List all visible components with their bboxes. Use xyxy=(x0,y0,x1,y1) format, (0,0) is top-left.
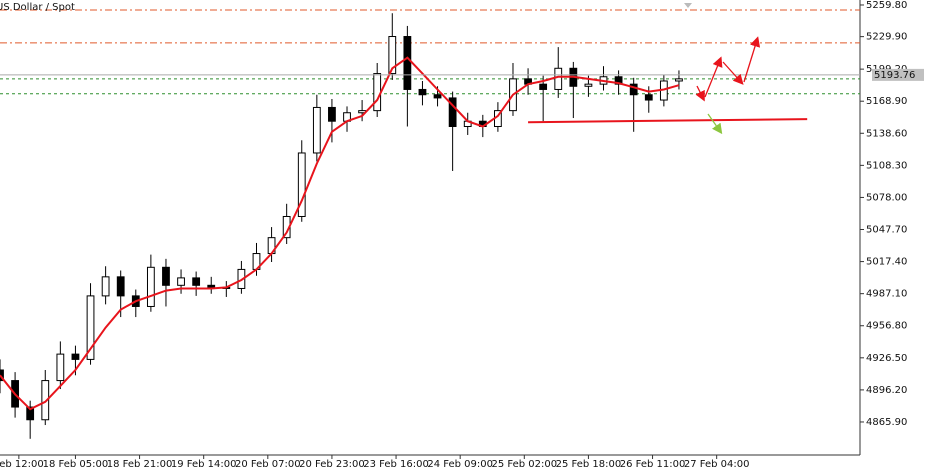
candle-body xyxy=(26,406,35,421)
y-tick-label: 5047.70 xyxy=(866,225,907,236)
y-tick-label: 4956.80 xyxy=(866,321,907,332)
y-tick-label: 5168.90 xyxy=(866,96,907,107)
candle-body xyxy=(312,106,321,154)
x-tick-label: 25 Feb 18:00 xyxy=(556,459,622,470)
y-tick-label: 5078.00 xyxy=(866,192,907,203)
last-price-label: 5193.76 xyxy=(874,70,915,81)
chart-title: US Dollar / Spot xyxy=(0,2,75,13)
candle-body xyxy=(403,36,412,90)
candle-body xyxy=(146,266,155,307)
candle-body xyxy=(539,83,548,90)
scroll-marker xyxy=(684,3,692,8)
trendline xyxy=(528,118,808,124)
last-price-box xyxy=(872,68,924,81)
y-tick-label: 5108.30 xyxy=(866,160,907,171)
x-tick-label: 25 Feb 02:00 xyxy=(491,459,557,470)
x-tick-label: 19 Feb 14:00 xyxy=(171,459,237,470)
y-tick-label: 4865.90 xyxy=(866,417,907,428)
x-tick-label: 20 Feb 07:00 xyxy=(235,459,301,470)
y-tick-label: 5229.90 xyxy=(866,32,907,43)
candle-body xyxy=(162,266,170,286)
x-tick-label: 20 Feb 23:00 xyxy=(299,459,365,470)
x-tick-label: 18 Feb 05:00 xyxy=(43,459,109,470)
candle-body xyxy=(584,83,593,87)
arrow xyxy=(707,113,723,135)
candle-body xyxy=(373,73,382,112)
candle-body xyxy=(86,295,95,360)
candle-body xyxy=(101,276,110,297)
candle-body xyxy=(41,380,50,421)
candle-body xyxy=(328,106,336,122)
candle-body xyxy=(297,152,306,217)
candle-body xyxy=(433,94,442,99)
y-tick-label: 4896.20 xyxy=(866,385,907,396)
candle-body xyxy=(614,76,623,85)
candle-body xyxy=(629,83,638,96)
y-tick-label: 5259.80 xyxy=(866,0,907,11)
candle-body xyxy=(644,94,653,101)
y-tick-label: 5138.60 xyxy=(866,128,907,139)
candle-body xyxy=(554,67,563,90)
candle-body xyxy=(192,277,201,286)
arrow xyxy=(722,61,744,85)
x-tick-label: 24 Feb 09:00 xyxy=(427,459,493,470)
y-tick-label: 5017.40 xyxy=(866,257,907,268)
x-tick-label: Feb 12:00 xyxy=(0,459,44,470)
x-tick-label: 26 Feb 11:00 xyxy=(620,459,686,470)
candle-body xyxy=(116,276,125,297)
arrow xyxy=(743,36,761,83)
x-tick-label: 23 Feb 16:00 xyxy=(363,459,429,470)
y-tick-label: 4926.50 xyxy=(866,353,907,364)
annotation-arrows xyxy=(695,36,761,135)
candle-body xyxy=(71,353,80,360)
candle-body xyxy=(207,284,216,288)
candle-body xyxy=(56,353,65,382)
candle-body xyxy=(0,369,4,382)
candle-body xyxy=(177,277,185,286)
arrow xyxy=(704,56,723,98)
candle-body xyxy=(418,88,427,96)
candle-body xyxy=(675,78,683,82)
candle-body xyxy=(448,97,457,128)
x-tick-label: 27 Feb 04:00 xyxy=(684,459,750,470)
candle-body xyxy=(388,36,397,75)
x-tick-label: 18 Feb 21:00 xyxy=(107,459,173,470)
y-tick-label: 4987.10 xyxy=(866,289,907,300)
arrow xyxy=(695,85,705,102)
moving-average xyxy=(0,56,680,411)
